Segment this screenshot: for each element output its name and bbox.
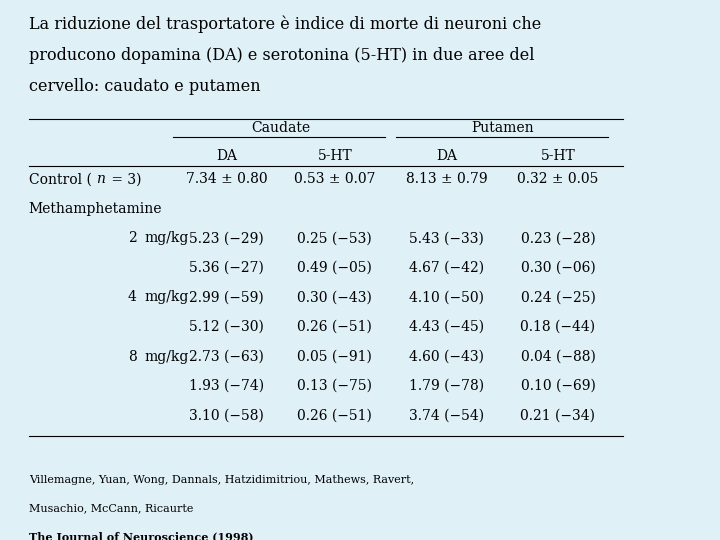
- Text: 5.43 (−33): 5.43 (−33): [409, 231, 484, 245]
- Text: 0.24 (−25): 0.24 (−25): [521, 291, 595, 305]
- Text: = 3): = 3): [107, 172, 141, 186]
- Text: 5.23 (−29): 5.23 (−29): [189, 231, 264, 245]
- Text: 5.12 (−30): 5.12 (−30): [189, 320, 264, 334]
- Text: Methamphetamine: Methamphetamine: [29, 202, 162, 216]
- Text: 5-HT: 5-HT: [318, 150, 352, 164]
- Text: 0.21 (−34): 0.21 (−34): [521, 409, 595, 423]
- Text: 7.34 ± 0.80: 7.34 ± 0.80: [186, 172, 268, 186]
- Text: 0.49 (−05): 0.49 (−05): [297, 261, 372, 275]
- Text: cervello: caudato e putamen: cervello: caudato e putamen: [29, 78, 261, 95]
- Text: Putamen: Putamen: [471, 121, 534, 135]
- Text: 0.30 (−43): 0.30 (−43): [297, 291, 372, 305]
- Text: 4.43 (−45): 4.43 (−45): [409, 320, 484, 334]
- Text: 1.79 (−78): 1.79 (−78): [409, 379, 484, 393]
- Text: 4.10 (−50): 4.10 (−50): [409, 291, 484, 305]
- Text: mg/kg: mg/kg: [144, 231, 189, 245]
- Text: La riduzione del trasportatore è indice di morte di neuroni che: La riduzione del trasportatore è indice …: [29, 16, 541, 33]
- Text: mg/kg: mg/kg: [144, 349, 189, 363]
- Text: 5-HT: 5-HT: [541, 150, 575, 164]
- Text: 4.60 (−43): 4.60 (−43): [409, 349, 484, 363]
- Text: n: n: [96, 172, 104, 186]
- Text: DA: DA: [216, 150, 238, 164]
- Text: DA: DA: [436, 150, 457, 164]
- Text: 2.99 (−59): 2.99 (−59): [189, 291, 264, 305]
- Text: 8.13 ± 0.79: 8.13 ± 0.79: [405, 172, 487, 186]
- Text: 2: 2: [128, 231, 137, 245]
- Text: 1.93 (−74): 1.93 (−74): [189, 379, 264, 393]
- Text: 0.05 (−91): 0.05 (−91): [297, 349, 372, 363]
- Text: 4.67 (−42): 4.67 (−42): [409, 261, 484, 275]
- Text: 2.73 (−63): 2.73 (−63): [189, 349, 264, 363]
- Text: 0.25 (−53): 0.25 (−53): [297, 231, 372, 245]
- Text: 4: 4: [128, 291, 137, 305]
- Text: mg/kg: mg/kg: [144, 291, 189, 305]
- Text: 0.23 (−28): 0.23 (−28): [521, 231, 595, 245]
- Text: 8: 8: [128, 349, 137, 363]
- Text: Caudate: Caudate: [251, 121, 310, 135]
- Text: 5.36 (−27): 5.36 (−27): [189, 261, 264, 275]
- Text: The Journal of Neuroscience (1998): The Journal of Neuroscience (1998): [29, 531, 253, 540]
- Text: 0.04 (−88): 0.04 (−88): [521, 349, 595, 363]
- Text: 3.74 (−54): 3.74 (−54): [409, 409, 484, 423]
- Text: 0.26 (−51): 0.26 (−51): [297, 320, 372, 334]
- Text: 0.18 (−44): 0.18 (−44): [521, 320, 595, 334]
- Text: producono dopamina (DA) e serotonina (5-HT) in due aree del: producono dopamina (DA) e serotonina (5-…: [29, 46, 534, 64]
- Text: Musachio, McCann, Ricaurte: Musachio, McCann, Ricaurte: [29, 503, 193, 513]
- Text: 0.26 (−51): 0.26 (−51): [297, 409, 372, 423]
- Text: 0.13 (−75): 0.13 (−75): [297, 379, 372, 393]
- Text: Villemagne, Yuan, Wong, Dannals, Hatzidimitriou, Mathews, Ravert,: Villemagne, Yuan, Wong, Dannals, Hatzidi…: [29, 475, 414, 484]
- Text: 0.30 (−06): 0.30 (−06): [521, 261, 595, 275]
- Text: 0.32 ± 0.05: 0.32 ± 0.05: [517, 172, 599, 186]
- Text: Control (: Control (: [29, 172, 91, 186]
- Text: 0.10 (−69): 0.10 (−69): [521, 379, 595, 393]
- Text: 3.10 (−58): 3.10 (−58): [189, 409, 264, 423]
- Text: 0.53 ± 0.07: 0.53 ± 0.07: [294, 172, 376, 186]
